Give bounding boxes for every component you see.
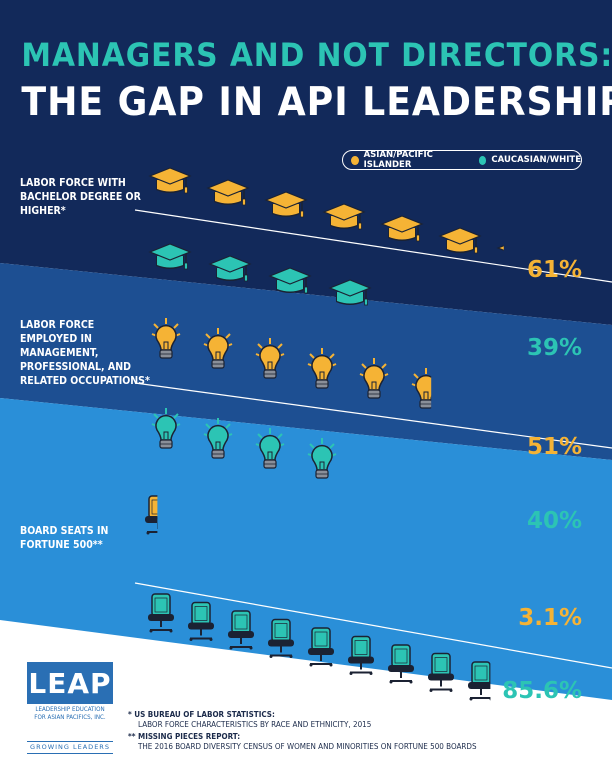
logo-line-1: LEADERSHIP EDUCATION (35, 706, 105, 713)
title-line-1: MANAGERS AND NOT DIRECTORS: (21, 36, 612, 74)
source-notes: * US BUREAU OF LABOR STATISTICS: LABOR F… (128, 710, 608, 752)
office-chair-icon (268, 618, 294, 658)
section-label-management: LABOR FORCE EMPLOYED IN MANAGEMENT, PROF… (20, 319, 150, 387)
office-chair-icon (148, 593, 174, 633)
light-bulb-icon (307, 438, 337, 479)
office-chair-icon (188, 601, 214, 641)
note-1-text: LABOR FORCE CHARACTERISTICS BY RACE AND … (138, 720, 372, 729)
divider-line (134, 382, 612, 449)
api-value-degree: 61% (526, 257, 582, 283)
graduation-cap-icon (438, 227, 482, 254)
light-bulb-icon (307, 348, 337, 389)
graduation-cap-icon (264, 191, 308, 218)
light-bulb-icon (203, 328, 233, 369)
legend-api-label: ASIAN/PACIFIC ISLANDER (363, 150, 433, 170)
api-value-management: 51% (526, 434, 582, 460)
light-bulb-icon (411, 368, 432, 409)
leap-logo: LEAP LEADERSHIP EDUCATION FOR ASIAN PACI… (27, 662, 113, 758)
section-label-board: BOARD SEATS IN FORTUNE 500** (20, 525, 109, 551)
white-value-management: 40% (526, 508, 582, 534)
section-label-degree: LABOR FORCE WITH BACHELOR DEGREE OR HIGH… (20, 177, 141, 217)
office-chair-icon (428, 652, 454, 692)
divider-line (134, 582, 612, 669)
graduation-cap-icon (206, 179, 250, 206)
logo-line-2: FOR ASIAN PACIFICS, INC. (34, 714, 106, 721)
note-1-title: * US BUREAU OF LABOR STATISTICS: (128, 710, 275, 719)
api-legend-dot-icon (351, 155, 359, 165)
light-bulb-icon (151, 408, 181, 449)
white-value-board: 85.6% (502, 678, 582, 704)
office-chair-icon (468, 661, 491, 701)
office-chair-icon (228, 610, 254, 650)
office-chair-icon (388, 644, 414, 684)
graduation-cap-icon (148, 167, 192, 194)
graduation-cap-icon (148, 243, 192, 270)
graduation-cap-icon (268, 267, 312, 294)
light-bulb-icon (255, 428, 285, 469)
graduation-cap-icon (380, 215, 424, 242)
api-value-board: 3.1% (518, 605, 582, 631)
office-chair-icon (348, 635, 374, 675)
office-chair-icon (145, 495, 158, 535)
graduation-cap-icon (322, 203, 366, 230)
graduation-cap-icon (496, 245, 504, 251)
note-2-title: ** MISSING PIECES REPORT: (128, 732, 241, 741)
light-bulb-icon (203, 418, 233, 459)
light-bulb-icon (151, 318, 181, 359)
logo-tagline: GROWING LEADERS (27, 741, 113, 754)
light-bulb-icon (359, 358, 389, 399)
title-line-2: THE GAP IN API LEADERSHIP (21, 80, 612, 125)
note-2-text: THE 2016 BOARD DIVERSITY CENSUS OF WOMEN… (138, 742, 477, 751)
logo-org-name: LEADERSHIP EDUCATION FOR ASIAN PACIFICS,… (27, 706, 113, 722)
logo-mark: LEAP (27, 662, 113, 704)
white-legend-dot-icon (478, 155, 487, 165)
legend: ASIAN/PACIFIC ISLANDER CAUCASIAN/WHITE (342, 150, 582, 170)
light-bulb-icon (255, 338, 285, 379)
white-value-degree: 39% (526, 335, 582, 361)
legend-white-label: CAUCASIAN/WHITE (491, 155, 582, 165)
graduation-cap-icon (208, 255, 252, 282)
divider-line (134, 209, 612, 283)
office-chair-icon (308, 627, 334, 667)
graduation-cap-icon (328, 279, 372, 306)
